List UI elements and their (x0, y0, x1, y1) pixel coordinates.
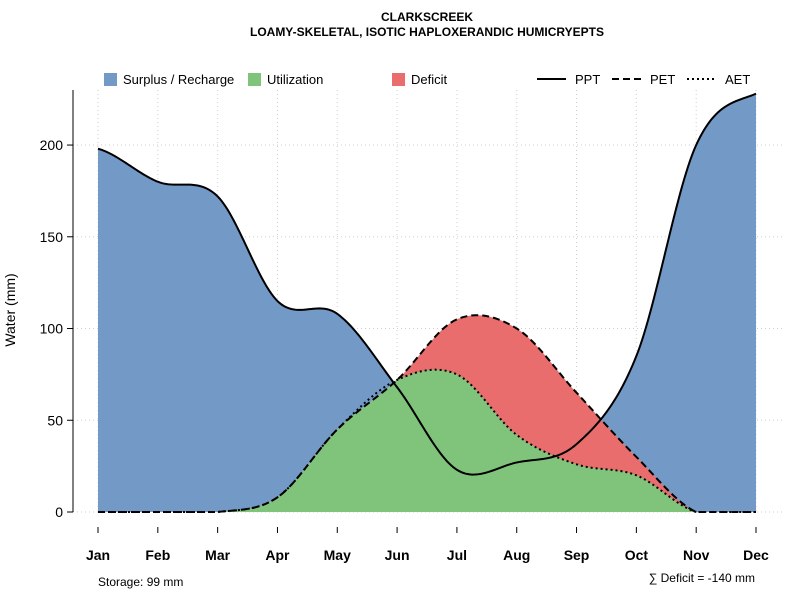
y-tick-label: 150 (40, 229, 64, 245)
area-utilization (98, 369, 756, 512)
y-tick-label: 200 (40, 137, 64, 153)
x-tick-label-may: May (324, 547, 351, 563)
x-tick-label-jan: Jan (86, 547, 110, 563)
x-tick-label-oct: Oct (625, 547, 649, 563)
x-tick-label-jun: Jun (385, 547, 410, 563)
x-tick-label-sep: Sep (564, 547, 590, 563)
legend-label-pet: PET (650, 72, 675, 87)
area-surplus-top (98, 93, 756, 513)
x-tick-label-aug: Aug (503, 547, 530, 563)
x-tick-label-jul: Jul (447, 547, 467, 563)
line-ppt (97, 92, 757, 476)
legend-label-deficit: Deficit (411, 72, 448, 87)
legend-label-aet: AET (725, 72, 750, 87)
chart-subtitle: LOAMY-SKELETAL, ISOTIC HAPLOXERANDIC HUM… (250, 25, 604, 39)
y-tick-label: 50 (47, 412, 63, 428)
area-layer (98, 93, 756, 513)
x-tick-label-dec: Dec (743, 547, 769, 563)
line-layer (97, 92, 757, 513)
x-tick-label-feb: Feb (145, 547, 170, 563)
axes: 0 50 100 150 200 Jan Feb Mar Apr May Jun Jul Aug Sep O… (40, 90, 769, 563)
legend-swatch-surplus (104, 73, 117, 86)
x-tick-label-apr: Apr (265, 547, 290, 563)
legend-label-ppt: PPT (575, 72, 600, 87)
x-tick-label-mar: Mar (205, 547, 230, 563)
deficit-note: ∑ Deficit = -140 mm (649, 571, 755, 585)
legend: Surplus / Recharge Utilization Deficit P… (104, 72, 750, 87)
legend-swatch-deficit (392, 73, 405, 86)
chart-title: CLARKSCREEK (381, 10, 473, 24)
legend-swatch-utilization (248, 73, 261, 86)
y-tick-label: 0 (55, 504, 63, 520)
y-axis-label: Water (mm) (2, 273, 18, 346)
legend-label-utilization: Utilization (267, 72, 323, 87)
storage-note: Storage: 99 mm (98, 575, 183, 589)
x-tick-label-nov: Nov (683, 547, 710, 563)
legend-label-surplus: Surplus / Recharge (123, 72, 234, 87)
y-tick-label: 100 (40, 321, 64, 337)
